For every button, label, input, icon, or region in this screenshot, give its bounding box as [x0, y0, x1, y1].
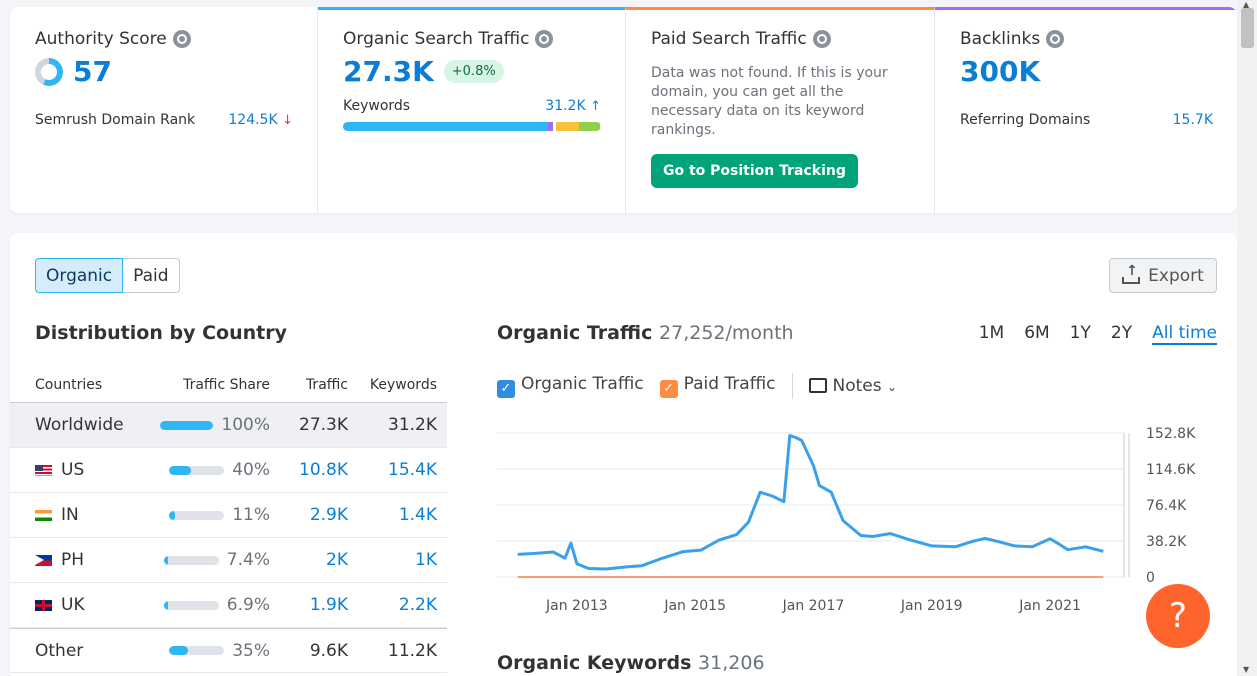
- organic-traffic-title: Organic Search Traffic: [343, 29, 530, 49]
- y-tick-label: 0: [1146, 570, 1155, 586]
- x-tick-label: Jan 2017: [782, 598, 845, 614]
- backlinks-value: 300K: [960, 55, 1041, 88]
- paid-traffic-card[interactable]: Paid Search Traffic Data was not found. …: [626, 7, 935, 213]
- y-tick-label: 76.4K: [1146, 498, 1187, 514]
- paid-traffic-title: Paid Search Traffic: [651, 29, 807, 49]
- notes-dropdown[interactable]: Notes ⌄: [808, 376, 898, 396]
- globe-icon[interactable]: [535, 30, 554, 48]
- checkmark-icon: ✓: [497, 379, 515, 398]
- globe-icon[interactable]: [1046, 30, 1065, 48]
- comment-icon: [808, 378, 827, 393]
- divider: [791, 373, 793, 399]
- organic-traffic-card[interactable]: Organic Search Traffic 27.3K +0.8% Keywo…: [318, 7, 626, 213]
- keywords-value[interactable]: 31.2K: [545, 98, 586, 114]
- table-row[interactable]: IN 11% 2.9K 1.4K: [10, 493, 447, 538]
- organic-traffic-checkbox[interactable]: ✓ Organic Traffic: [497, 374, 644, 398]
- period-1y[interactable]: 1Y: [1069, 323, 1091, 343]
- y-tick-label: 152.8K: [1146, 426, 1196, 442]
- paid-traffic-description: Data was not found. If this is your doma…: [651, 65, 888, 138]
- organic-traffic-monthly: 27,252/month: [659, 322, 794, 344]
- x-tick-label: Jan 2019: [900, 598, 963, 614]
- change-badge: +0.8%: [443, 60, 504, 83]
- arrow-up-icon: ↑: [590, 99, 601, 114]
- keywords-label: Keywords: [343, 98, 411, 114]
- share-bar: [169, 646, 225, 655]
- upload-icon: [1122, 263, 1141, 284]
- authority-score-title: Authority Score: [35, 29, 293, 49]
- share-bar: [169, 465, 225, 475]
- globe-icon[interactable]: [172, 30, 191, 48]
- table-row[interactable]: Worldwide 100% 27.3K 31.2K: [10, 403, 447, 448]
- organic-paid-toggle: Organic Paid: [35, 258, 180, 293]
- organic-traffic-chart[interactable]: 0 38.2K 76.4K 114.6K 152.8K Jan 2013 Jan 2015 J…: [497, 423, 1217, 618]
- philippines-flag-icon: [35, 554, 52, 566]
- main-panel: Organic Paid Export Distribution by Coun…: [10, 233, 1237, 676]
- scrollbar-thumb[interactable]: [1241, 8, 1254, 48]
- distribution-title: Distribution by Country: [35, 322, 287, 344]
- india-flag-icon: [35, 509, 52, 521]
- arrow-down-icon: ↓: [282, 113, 293, 128]
- table-row[interactable]: US 40% 10.8K 15.4K: [10, 448, 447, 493]
- organic-toggle-button[interactable]: Organic: [35, 258, 124, 293]
- authority-score-value: 57: [73, 55, 112, 88]
- share-bar: [163, 555, 219, 565]
- scroll-down-icon[interactable]: ▼: [1243, 665, 1250, 674]
- table-row: Other 35% 9.6K 11.2K: [10, 628, 447, 673]
- country-table: Countries Traffic Share Traffic Keywords…: [10, 367, 447, 673]
- bar-segment: [579, 122, 600, 131]
- go-to-position-tracking-button[interactable]: Go to Position Tracking: [651, 154, 858, 188]
- x-tick-label: Jan 2013: [545, 598, 608, 614]
- organic-traffic-line: [517, 434, 1104, 571]
- x-tick-label: Jan 2015: [663, 598, 726, 614]
- paid-toggle-button[interactable]: Paid: [123, 258, 180, 293]
- table-row[interactable]: UK 6.9% 1.9K 2.2K: [10, 583, 447, 628]
- y-tick-label: 114.6K: [1146, 462, 1196, 478]
- organic-traffic-value: 27.3K: [343, 55, 434, 88]
- y-tick-label: 38.2K: [1146, 534, 1187, 550]
- organic-traffic-chart-title: Organic Traffic 27,252/month: [497, 322, 794, 344]
- paid-traffic-checkbox[interactable]: ✓ Paid Traffic: [659, 374, 776, 398]
- backlinks-title: Backlinks: [960, 29, 1041, 49]
- referring-domains-label: Referring Domains: [960, 112, 1091, 128]
- x-tick-label: Jan 2021: [1018, 598, 1081, 614]
- share-bar: [163, 600, 219, 610]
- scrollbar[interactable]: ▲ ▼: [1238, 0, 1257, 676]
- chart-legend: ✓ Organic Traffic ✓ Paid Traffic Notes ⌄: [497, 373, 897, 399]
- backlinks-card[interactable]: Backlinks 300K Referring Domains 15.7K: [935, 7, 1237, 213]
- authority-score-card[interactable]: Authority Score 57 Semrush Domain Rank 1…: [10, 7, 318, 213]
- share-bar: [160, 420, 214, 430]
- authority-donut-icon: [35, 57, 63, 86]
- bar-segment: [548, 122, 553, 131]
- uk-flag-icon: [35, 599, 52, 611]
- help-button[interactable]: ?: [1146, 584, 1210, 648]
- period-all-time[interactable]: All time: [1152, 323, 1217, 345]
- table-header: Countries Traffic Share Traffic Keywords: [10, 367, 447, 403]
- organic-keywords-title: Organic Keywords 31,206: [497, 652, 765, 674]
- domain-rank-label: Semrush Domain Rank: [35, 112, 196, 128]
- scroll-up-icon[interactable]: ▲: [1243, 0, 1250, 9]
- referring-domains-value[interactable]: 15.7K: [1172, 112, 1213, 128]
- export-button[interactable]: Export: [1109, 258, 1217, 293]
- summary-cards: Authority Score 57 Semrush Domain Rank 1…: [10, 7, 1237, 213]
- share-bar: [169, 510, 225, 520]
- globe-icon[interactable]: [812, 30, 831, 48]
- period-selector: 1M 6M 1Y 2Y All time: [979, 323, 1217, 345]
- keywords-distribution-bar: [343, 122, 601, 131]
- domain-rank-value[interactable]: 124.5K: [228, 112, 278, 128]
- chevron-down-icon: ⌄: [887, 380, 898, 394]
- period-1m[interactable]: 1M: [978, 323, 1005, 343]
- bar-segment: [556, 122, 579, 131]
- period-2y[interactable]: 2Y: [1110, 323, 1133, 343]
- period-6m[interactable]: 6M: [1024, 323, 1050, 343]
- checkmark-icon: ✓: [659, 379, 678, 398]
- bar-segment: [343, 122, 548, 131]
- table-row[interactable]: PH 7.4% 2K 1K: [10, 538, 447, 583]
- us-flag-icon: [35, 464, 52, 476]
